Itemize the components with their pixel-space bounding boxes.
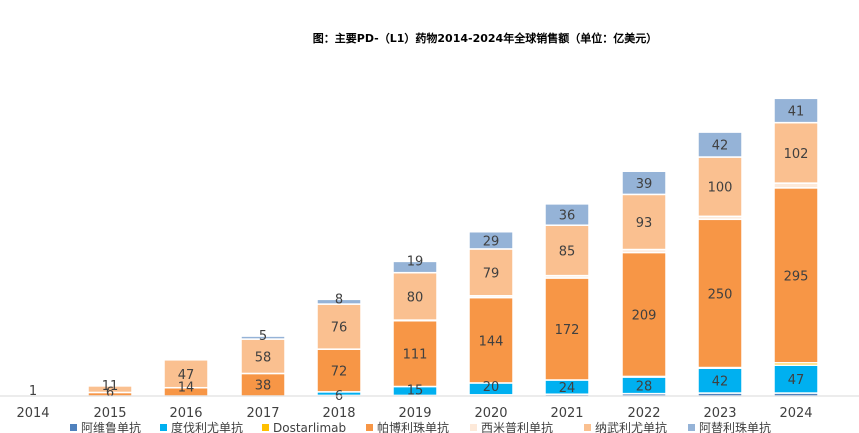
x-tick-2024: 2024 bbox=[779, 406, 812, 421]
legend-label-3: 帕博利珠单抗 bbox=[377, 420, 449, 433]
legend-label-5: 纳武利尤单抗 bbox=[595, 420, 667, 433]
data-label-2015-series-5: 11 bbox=[102, 379, 119, 394]
legend-label-6: 阿替利珠单抗 bbox=[699, 420, 771, 433]
x-tick-2020: 2020 bbox=[474, 406, 507, 421]
bar-2023-series-5 bbox=[697, 156, 743, 218]
legend-swatch-2 bbox=[262, 424, 269, 431]
x-tick-2022: 2022 bbox=[627, 406, 660, 421]
data-label-2020-series-6: 29 bbox=[483, 234, 500, 249]
x-tick-2023: 2023 bbox=[703, 406, 736, 421]
x-tick-2017: 2017 bbox=[246, 406, 279, 421]
data-label-2021-series-6: 36 bbox=[559, 209, 576, 224]
legend-swatch-4 bbox=[470, 424, 477, 431]
bar-2016-series-5 bbox=[163, 359, 209, 389]
legend-label-1: 度伐利尤单抗 bbox=[171, 420, 243, 433]
legend-label-2: Dostarlimab bbox=[273, 421, 346, 433]
bar-2017-series-5 bbox=[240, 338, 286, 375]
data-label-2022-series-6: 39 bbox=[636, 177, 653, 192]
bar-2022-series-6 bbox=[621, 170, 667, 196]
x-tick-2019: 2019 bbox=[398, 406, 431, 421]
bar-2024-series-6 bbox=[773, 97, 819, 124]
legend-swatch-5 bbox=[584, 424, 591, 431]
bar-2024-series-1 bbox=[773, 364, 819, 394]
data-label-2016-series-5: 47 bbox=[178, 368, 195, 383]
legend-swatch-0 bbox=[70, 424, 77, 431]
data-label-2023-series-5: 100 bbox=[708, 181, 733, 196]
x-tick-2018: 2018 bbox=[322, 406, 355, 421]
bar-2022-series-5 bbox=[621, 193, 667, 251]
bar-2023-series-6 bbox=[697, 131, 743, 158]
data-label-2024-series-6: 41 bbox=[788, 104, 805, 119]
data-label-2018-series-5: 76 bbox=[331, 321, 348, 336]
bar-2021-series-5 bbox=[544, 224, 590, 277]
legend: 阿维鲁单抗 度伐利尤单抗 Dostarlimab 帕博利珠单抗 西米普利单抗 纳武利尤单抗… bbox=[70, 420, 771, 433]
data-label-2017-series-3: 38 bbox=[255, 379, 272, 394]
data-label-2022-series-1: 28 bbox=[636, 379, 653, 394]
bar-2018-series-6 bbox=[316, 298, 362, 305]
data-label-2019-series-1: 15 bbox=[407, 384, 424, 399]
x-tick-2014: 2014 bbox=[16, 406, 49, 421]
data-label-2024-series-3: 295 bbox=[784, 269, 809, 284]
bars-layer bbox=[10, 97, 819, 397]
legend-swatch-6 bbox=[688, 424, 695, 431]
data-label-2023-series-6: 42 bbox=[712, 139, 729, 154]
data-label-2014-series-3: 1 bbox=[29, 384, 37, 399]
x-axis-ticks: 2014 2015 2016 2017 2018 2019 2020 2021 2022 2023… bbox=[16, 406, 812, 421]
data-label-2020-series-3: 144 bbox=[479, 334, 504, 349]
data-label-2022-series-3: 209 bbox=[632, 308, 657, 323]
data-label-2022-series-5: 93 bbox=[636, 216, 653, 231]
data-label-2017-series-6: 5 bbox=[259, 329, 267, 344]
data-label-2021-series-5: 85 bbox=[559, 244, 576, 259]
x-tick-2015: 2015 bbox=[93, 406, 126, 421]
data-label-2024-series-1: 47 bbox=[788, 373, 805, 388]
data-label-2023-series-3: 250 bbox=[708, 287, 733, 302]
bar-2021-series-3 bbox=[544, 277, 590, 381]
bar-2019-series-6 bbox=[392, 260, 438, 274]
bar-2021-series-6 bbox=[544, 203, 590, 226]
bar-2024-series-3 bbox=[773, 187, 819, 364]
x-tick-2021: 2021 bbox=[550, 406, 583, 421]
data-label-2021-series-1: 24 bbox=[559, 381, 576, 396]
data-label-2020-series-5: 79 bbox=[483, 266, 500, 281]
data-label-2019-series-5: 80 bbox=[407, 290, 424, 305]
data-label-2020-series-1: 20 bbox=[483, 380, 500, 395]
data-label-2019-series-6: 19 bbox=[407, 254, 424, 269]
data-label-2024-series-5: 102 bbox=[784, 147, 809, 162]
bar-2022-series-3 bbox=[621, 251, 667, 378]
legend-label-4: 西米普利单抗 bbox=[481, 420, 553, 433]
x-tick-2016: 2016 bbox=[169, 406, 202, 421]
bar-2020-series-6 bbox=[468, 230, 514, 250]
bar-2018-series-3 bbox=[316, 348, 362, 393]
bar-2017-series-6 bbox=[240, 335, 286, 340]
legend-label-0: 阿维鲁单抗 bbox=[81, 420, 141, 433]
data-label-2019-series-3: 111 bbox=[403, 348, 428, 363]
chart-title: 图：主要PD-（L1）药物2014-2024年全球销售额（单位：亿美元） bbox=[313, 31, 657, 45]
data-label-2018-series-6: 8 bbox=[335, 292, 343, 307]
bar-2015-series-5 bbox=[87, 385, 133, 394]
data-label-2016-series-3: 14 bbox=[178, 381, 195, 396]
data-label-2023-series-1: 42 bbox=[712, 375, 729, 390]
data-label-2018-series-3: 72 bbox=[331, 365, 348, 380]
data-label-2015-series-3: 6 bbox=[106, 385, 114, 400]
data-label-2017-series-5: 58 bbox=[255, 350, 272, 365]
bar-2020-series-5 bbox=[468, 248, 514, 297]
data-labels-layer: 1 611 144738585672768151118019201447929241… bbox=[29, 104, 809, 403]
bar-2023-series-3 bbox=[697, 218, 743, 369]
bar-2024-series-5 bbox=[773, 121, 819, 184]
legend-swatch-1 bbox=[160, 424, 167, 431]
bar-2018-series-5 bbox=[316, 303, 362, 350]
data-label-2021-series-3: 172 bbox=[555, 323, 580, 338]
legend-swatch-3 bbox=[366, 424, 373, 431]
